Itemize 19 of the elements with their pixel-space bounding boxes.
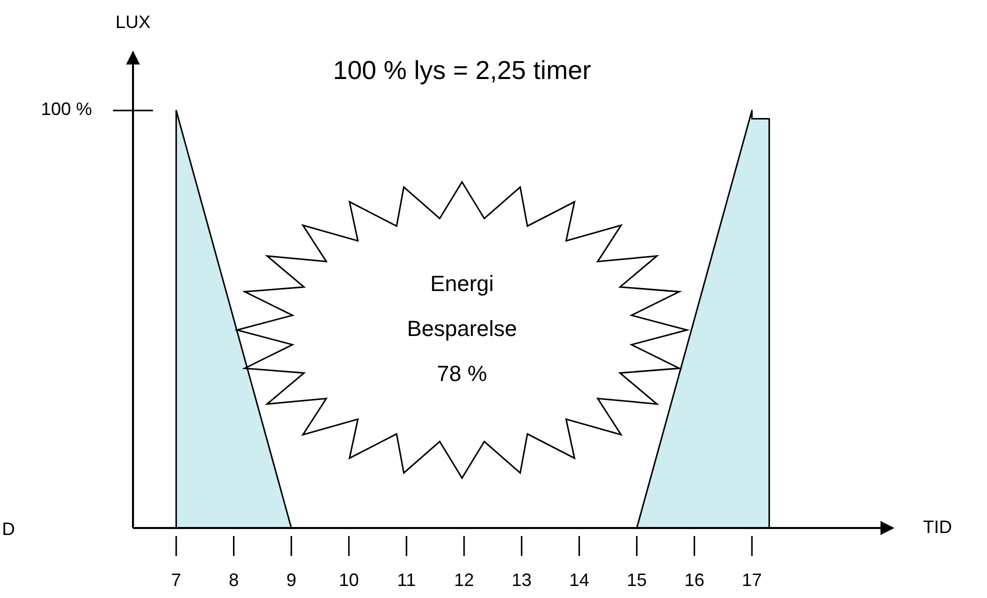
chart-title: 100 % lys = 2,25 timer	[333, 55, 592, 85]
x-tick-label: 9	[286, 570, 296, 590]
x-tick-label: 7	[171, 570, 182, 590]
x-tick-label: 10	[338, 570, 359, 590]
x-tick-label: 13	[512, 570, 532, 590]
x-tick-label: 14	[569, 570, 590, 590]
y-axis-title: LUX	[115, 12, 151, 32]
x-tick-label: 15	[626, 570, 647, 590]
x-axis-title: TID	[923, 516, 952, 537]
x-tick-label: 8	[228, 570, 239, 590]
x-tick-label: 11	[397, 570, 416, 590]
text: 100 %	[40, 99, 92, 120]
x-tick-label: 12	[454, 570, 474, 590]
annotation: Energi	[430, 270, 494, 296]
annotation: 78 %	[436, 360, 488, 386]
x-tick-label: 16	[684, 570, 704, 590]
x-tick-label: 17	[742, 570, 762, 590]
annotation: Besparelse	[406, 316, 518, 341]
text: D	[2, 519, 15, 539]
